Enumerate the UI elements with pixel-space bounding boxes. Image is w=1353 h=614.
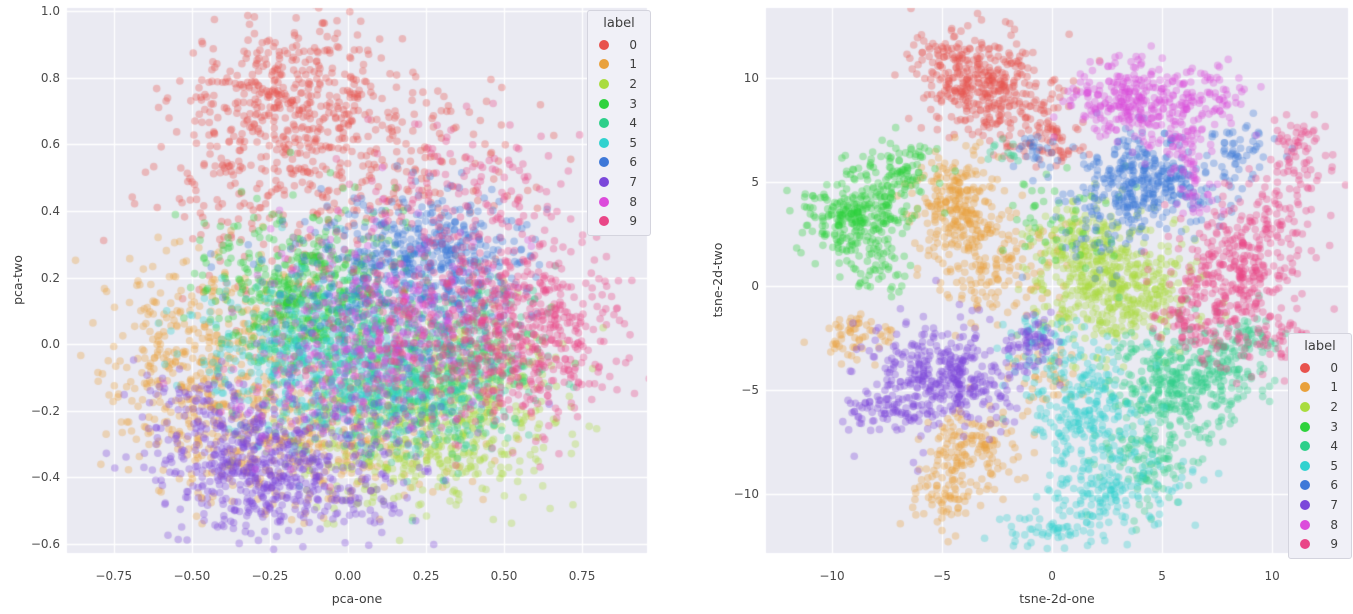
legend-rows: 0 1 2 3 4 5 6 7 8 9	[1289, 358, 1351, 554]
legend-entry-label: 9	[1330, 537, 1338, 552]
y-axis-label-tsne: tsne-2d-two	[710, 242, 725, 318]
legend-swatch-icon	[599, 196, 609, 207]
legend-entry-label: 8	[1330, 517, 1338, 532]
legend-entry-label: 6	[629, 155, 637, 170]
legend-entry-label: 2	[629, 76, 637, 91]
legend-swatch-icon	[1300, 499, 1310, 510]
legend-swatch-icon	[1300, 441, 1310, 452]
legend-swatch-icon	[1300, 460, 1310, 471]
legend-entry: 0	[588, 35, 650, 55]
legend-rows: 0 1 2 3 4 5 6 7 8 9	[588, 35, 650, 231]
legend-swatch-icon	[599, 118, 609, 129]
legend-entry-label: 9	[629, 214, 637, 229]
legend-swatch-icon	[599, 98, 609, 109]
legend-swatch-icon	[1300, 362, 1310, 373]
legend-swatch-icon	[599, 157, 609, 168]
legend-entry: 6	[1289, 476, 1351, 496]
legend-entry-label: 3	[1330, 419, 1338, 434]
legend-entry: 4	[588, 113, 650, 133]
legend-swatch-icon	[599, 59, 609, 70]
legend-entry-label: 4	[1330, 439, 1338, 454]
legend-entry: 3	[588, 94, 650, 114]
legend-entry: 2	[1289, 397, 1351, 417]
legend-swatch-icon	[1300, 421, 1310, 432]
legend-pca: label 0 1 2 3 4 5 6 7 8 9	[587, 10, 651, 236]
legend-entry: 7	[588, 172, 650, 192]
legend-entry: 5	[1289, 456, 1351, 476]
legend-entry: 1	[1289, 378, 1351, 398]
legend-swatch-icon	[599, 216, 609, 227]
legend-entry: 6	[588, 153, 650, 173]
legend-tsne: label 0 1 2 3 4 5 6 7 8 9	[1288, 333, 1352, 559]
legend-swatch-icon	[599, 137, 609, 148]
legend-swatch-icon	[1300, 401, 1310, 412]
legend-entry-label: 6	[1330, 478, 1338, 493]
x-axis-label-tsne: tsne-2d-one	[1019, 591, 1095, 606]
y-axis-label-pca: pca-two	[10, 255, 25, 305]
legend-swatch-icon	[1300, 519, 1310, 530]
legend-swatch-icon	[1300, 480, 1310, 491]
legend-entry-label: 1	[629, 57, 637, 72]
legend-entry: 9	[588, 211, 650, 231]
x-axis-label-pca: pca-one	[331, 591, 383, 606]
legend-entry: 5	[588, 133, 650, 153]
legend-entry-label: 5	[629, 135, 637, 150]
legend-entry-label: 7	[1330, 497, 1338, 512]
legend-entry-label: 8	[629, 194, 637, 209]
legend-entry: 8	[1289, 515, 1351, 535]
legend-entry: 9	[1289, 534, 1351, 554]
legend-title: label	[603, 16, 635, 31]
legend-swatch-icon	[599, 176, 609, 187]
legend-entry-label: 4	[629, 116, 637, 131]
legend-entry: 8	[588, 192, 650, 212]
legend-entry: 7	[1289, 495, 1351, 515]
legend-entry-label: 2	[1330, 399, 1338, 414]
legend-entry: 1	[588, 55, 650, 75]
legend-entry-label: 5	[1330, 458, 1338, 473]
legend-entry: 2	[588, 74, 650, 94]
legend-swatch-icon	[1300, 382, 1310, 393]
legend-title: label	[1304, 339, 1336, 354]
legend-swatch-icon	[1300, 539, 1310, 550]
legend-entry-label: 7	[629, 174, 637, 189]
legend-entry-label: 1	[1330, 380, 1338, 395]
legend-entry: 4	[1289, 436, 1351, 456]
legend-entry-label: 0	[629, 37, 637, 52]
legend-entry-label: 0	[1330, 360, 1338, 375]
legend-swatch-icon	[599, 78, 609, 89]
legend-swatch-icon	[599, 39, 609, 50]
legend-entry: 3	[1289, 417, 1351, 437]
legend-entry-label: 3	[629, 96, 637, 111]
legend-entry: 0	[1289, 358, 1351, 378]
